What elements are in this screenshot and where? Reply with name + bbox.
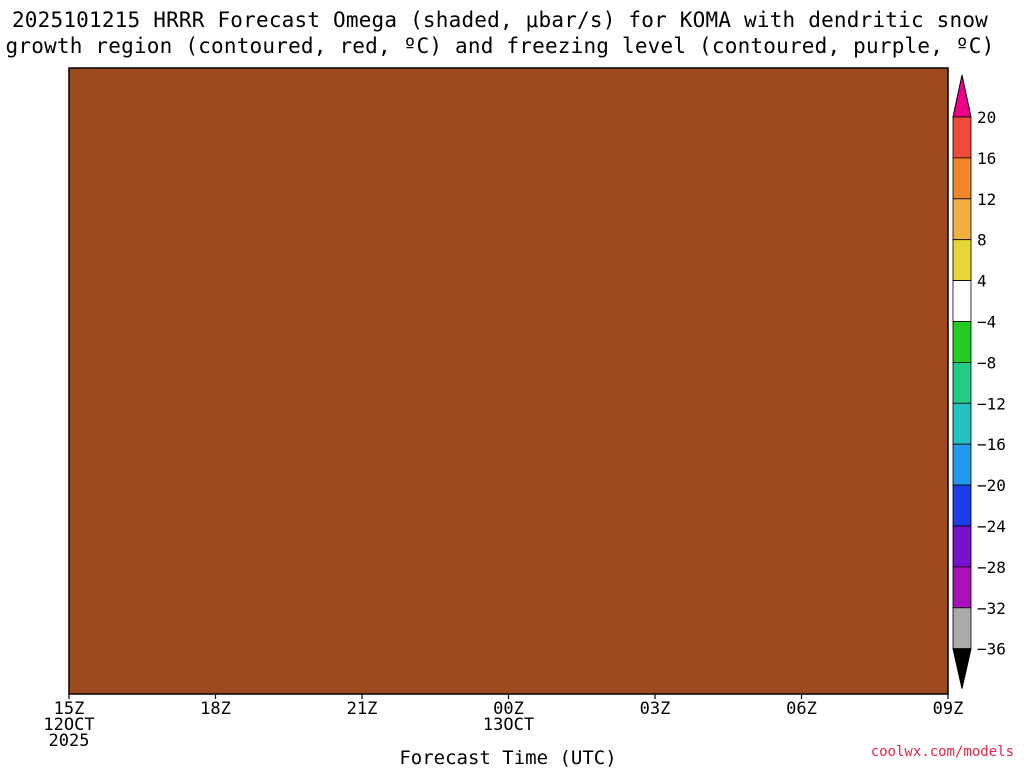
colorbar-swatch-12 [952, 607, 972, 650]
colorbar-label-13: −36 [977, 640, 1006, 659]
chart-title-line-1: 2025101215 HRRR Forecast Omega (shaded, … [11, 8, 989, 32]
x-tick-label-6-0: 21Z [347, 699, 378, 719]
x-tick-label-0-1: 12OCT [43, 715, 94, 735]
chart-title-line-2: growth region (contoured, red, ºC) and f… [5, 34, 995, 58]
colorbar-bottom-arrow [952, 648, 972, 689]
colorbar-label-2: 12 [977, 190, 996, 209]
colorbar: 20 16 12 8 4 −4 −8 −12 −16 −20 −24 −28 −32 −36 [952, 74, 1006, 689]
axes: 2503003504004505005506006507007508008509… [43, 67, 964, 751]
colorbar-swatch-2 [952, 198, 972, 241]
x-axis-label: Forecast Time (UTC) [399, 747, 616, 768]
x-tick-label-9-1: 13OCT [483, 715, 534, 735]
colorbar-swatch-9 [952, 484, 972, 527]
colorbar-swatch-8 [952, 443, 972, 486]
colorbar-label-5: −4 [977, 313, 996, 332]
site-credit[interactable]: coolwx.com/models [870, 744, 1014, 760]
x-tick-label-3-0: 18Z [200, 699, 231, 719]
colorbar-label-4: 4 [977, 272, 987, 291]
x-tick-label-0-2: 2025 [49, 731, 90, 751]
colorbar-label-3: 8 [977, 231, 987, 250]
ground-surface [69, 68, 948, 694]
colorbar-swatch-11 [952, 566, 972, 609]
colorbar-label-1: 16 [977, 149, 996, 168]
x-tick-label-0-0: 15Z [54, 699, 85, 719]
colorbar-swatch-5 [952, 321, 972, 363]
colorbar-top-arrow [952, 74, 972, 118]
colorbar-swatch-4 [952, 280, 972, 322]
colorbar-label-9: −20 [977, 476, 1006, 495]
colorbar-swatch-10 [952, 525, 972, 568]
colorbar-label-10: −24 [977, 517, 1006, 536]
colorbar-label-7: −12 [977, 394, 1006, 413]
x-tick-label-12-0: 03Z [640, 699, 671, 719]
colorbar-label-11: −28 [977, 558, 1006, 577]
colorbar-label-8: −16 [977, 435, 1006, 454]
colorbar-label-12: −32 [977, 599, 1006, 618]
x-tick-label-15-0: 06Z [786, 699, 817, 719]
x-tick-label-18-0: 09Z [933, 699, 964, 719]
terrain-layer [69, 68, 948, 694]
colorbar-swatch-6 [952, 361, 972, 404]
colorbar-swatch-7 [952, 402, 972, 445]
colorbar-swatch-3 [952, 239, 972, 281]
colorbar-label-6: −8 [977, 353, 996, 372]
colorbar-swatch-0 [952, 116, 972, 159]
colorbar-label-0: 20 [977, 108, 996, 127]
x-tick-label-9-0: 00Z [493, 699, 524, 719]
colorbar-swatch-1 [952, 157, 972, 200]
